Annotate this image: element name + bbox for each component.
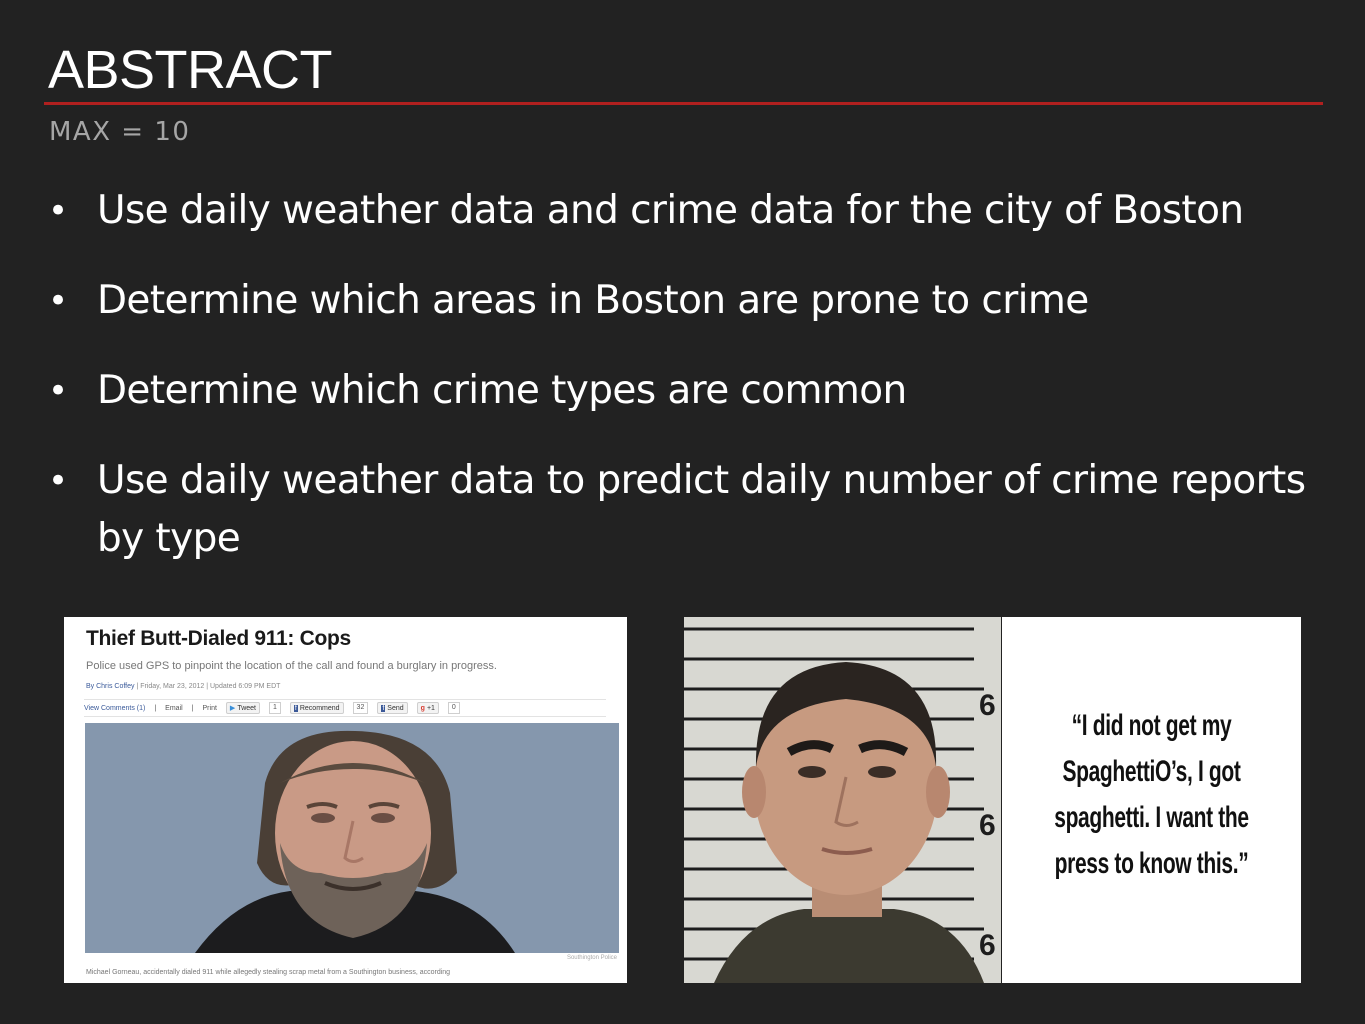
facebook-icon: f bbox=[381, 704, 386, 712]
recommend-count: 32 bbox=[352, 702, 369, 714]
quote-panel: “I did not get my SpaghettiO’s, I got sp… bbox=[1002, 617, 1301, 983]
bullet-text: Determine which areas in Boston are pron… bbox=[97, 278, 1089, 323]
bearded-man-portrait bbox=[85, 723, 619, 953]
byline-author: By Chris Coffey bbox=[86, 683, 135, 690]
email-link: Email bbox=[165, 704, 183, 712]
bullet-dot-icon: • bbox=[48, 281, 68, 321]
view-comments-link: View Comments (1) bbox=[84, 704, 146, 712]
byline-date: | Friday, Mar 23, 2012 | Updated 6:09 PM… bbox=[136, 683, 281, 690]
slide-title: ABSTRACT bbox=[48, 40, 333, 100]
photo-credit: Southington Police bbox=[566, 955, 617, 961]
tweet-button: ▶ Tweet bbox=[225, 702, 260, 714]
bullet-list: • Use daily weather data and crime data … bbox=[48, 182, 1338, 600]
photo-caption: Michael Gorneau, accidentally dialed 911… bbox=[86, 969, 451, 976]
bullet-text: Use daily weather data to predict daily … bbox=[97, 458, 1306, 561]
bullet-dot-icon: • bbox=[48, 461, 68, 501]
title-divider bbox=[44, 102, 1323, 105]
mugshot-portrait: 6 6 6 bbox=[684, 617, 1001, 983]
twitter-bird-icon: ▶ bbox=[229, 705, 236, 712]
bullet-item: • Determine which areas in Boston are pr… bbox=[48, 272, 1338, 330]
bullet-dot-icon: • bbox=[48, 371, 68, 411]
tweet-count: 1 bbox=[269, 702, 281, 714]
send-button: f Send bbox=[377, 702, 408, 714]
bullet-item: • Use daily weather data and crime data … bbox=[48, 182, 1338, 240]
plus-one-count: 0 bbox=[447, 702, 460, 714]
bullet-item: • Use daily weather data to predict dail… bbox=[48, 452, 1338, 568]
height-mark: 6 bbox=[979, 809, 996, 842]
recommend-button: f Recommend bbox=[289, 702, 344, 714]
news-headline: Thief Butt-Dialed 911: Cops bbox=[86, 627, 351, 650]
bullet-text: Determine which crime types are common bbox=[97, 368, 907, 413]
news-dek: Police used GPS to pinpoint the location… bbox=[86, 660, 497, 672]
facebook-icon: f bbox=[293, 704, 298, 712]
news-share-toolbar: View Comments (1) | Email | Print ▶ Twee… bbox=[84, 699, 606, 717]
plus-one-button: g +1 bbox=[416, 702, 439, 714]
bullet-text: Use daily weather data and crime data fo… bbox=[97, 188, 1244, 233]
height-mark: 6 bbox=[979, 689, 996, 722]
bullet-dot-icon: • bbox=[48, 191, 68, 231]
print-link: Print bbox=[202, 704, 217, 712]
slide-subtitle: MAX = 10 bbox=[49, 117, 191, 147]
mugshot-image: 6 6 6 bbox=[684, 617, 1001, 983]
bullet-item: • Determine which crime types are common bbox=[48, 362, 1338, 420]
height-mark: 6 bbox=[979, 929, 996, 962]
quote-text: “I did not get my SpaghettiO’s, I got sp… bbox=[1054, 709, 1249, 880]
google-plus-icon: g bbox=[420, 704, 425, 712]
news-byline: By Chris Coffey | Friday, Mar 23, 2012 |… bbox=[86, 683, 280, 690]
news-article-image: Thief Butt-Dialed 911: Cops Police used … bbox=[64, 617, 627, 983]
suspect-photo bbox=[85, 723, 619, 953]
